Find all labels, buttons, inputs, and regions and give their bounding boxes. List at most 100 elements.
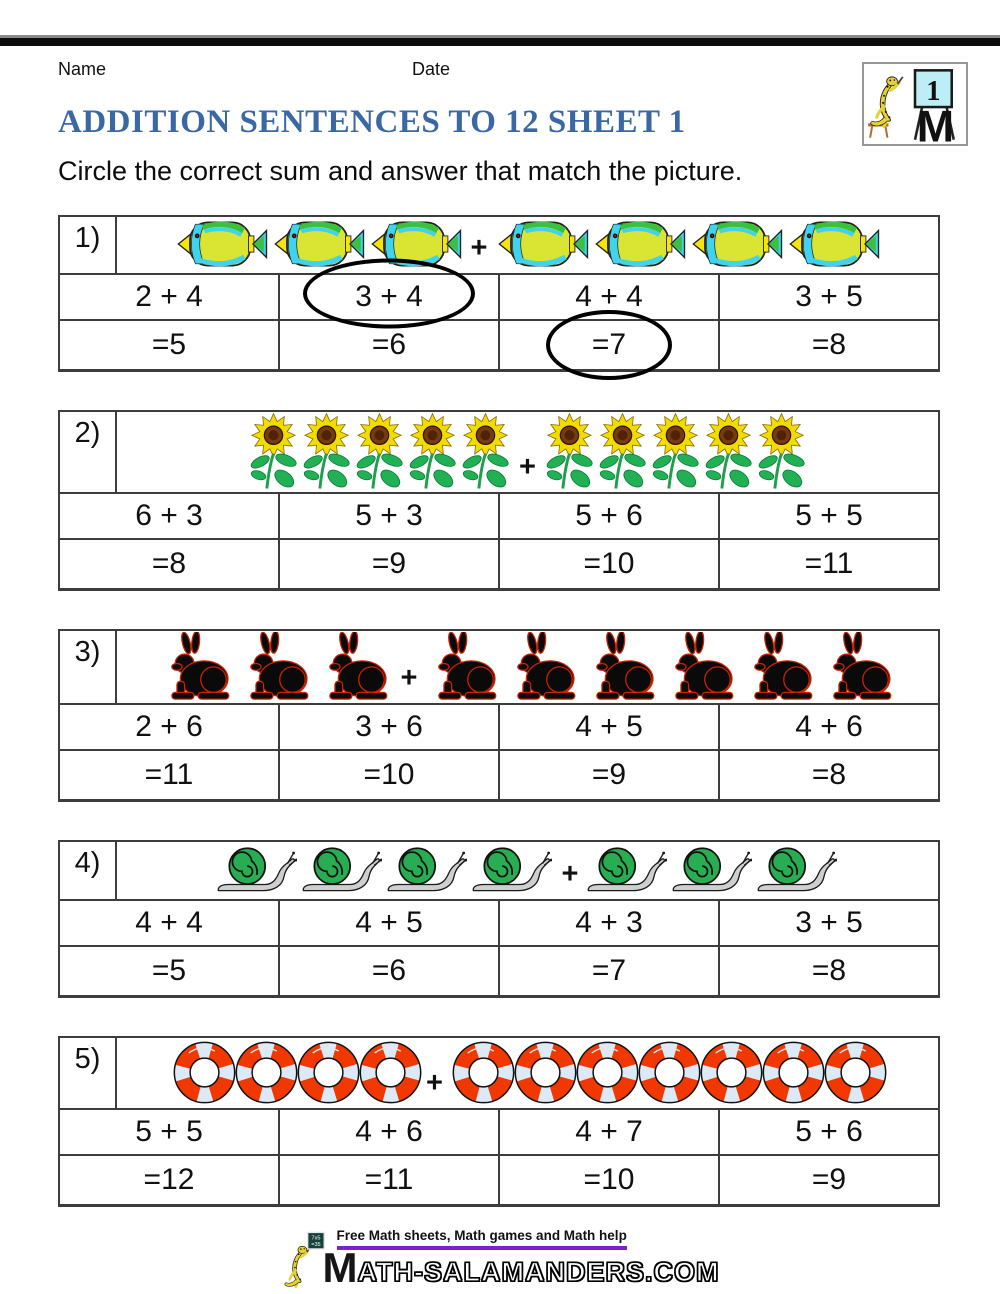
sum-text: 3 + 6 [355,710,423,743]
answer-text: =9 [371,547,407,580]
answer-text: =5 [151,954,187,987]
sum-option[interactable]: 3 + 5 [720,275,938,319]
answer-option[interactable]: =8 [720,751,938,799]
sum-text: 4 + 6 [795,710,863,743]
sum-option[interactable]: 5 + 5 [60,1110,280,1154]
sum-option[interactable]: 4 + 5 [500,705,720,749]
page-title: ADDITION SENTENCES TO 12 SHEET 1 [58,104,686,140]
sum-options-row: 2 + 4 3 + 4 4 + 4 3 + 5 [60,275,938,321]
answer-option[interactable]: =10 [500,1156,720,1204]
answer-text: =11 [144,758,194,791]
answer-option[interactable]: =7 [500,947,720,995]
plus-sign: + [426,1067,443,1099]
answer-option[interactable]: =12 [60,1156,280,1204]
answer-option[interactable]: =9 [280,540,500,588]
sum-option[interactable]: 4 + 6 [720,705,938,749]
answer-option[interactable]: =6 [280,947,500,995]
sum-text: 4 + 5 [355,906,423,939]
problem-3: 3) +2 + 6 3 + 6 4 + 5 4 + 6 =11 =10 =9 =8 [58,629,940,802]
answer-options-row: =12 =11 =10 =9 [60,1156,938,1204]
sum-text: 2 + 4 [135,280,203,313]
sum-option[interactable]: 2 + 4 [60,275,280,319]
sunflower-icon [755,412,808,491]
brand-m-letter: M [322,1244,358,1291]
answer-option[interactable]: =11 [280,1156,500,1204]
answer-option[interactable]: =9 [720,1156,938,1204]
answer-option[interactable]: =6 [280,321,500,369]
answer-text: =6 [371,954,407,987]
problem-number: 1) [60,217,117,273]
sum-option[interactable]: 2 + 6 [60,705,280,749]
sum-option[interactable]: 6 + 3 [60,494,280,538]
snail-icon [587,847,668,892]
sum-options-row: 5 + 5 4 + 6 4 + 7 5 + 6 [60,1110,938,1156]
sum-option[interactable]: 4 + 5 [280,901,500,945]
sum-option[interactable]: 5 + 5 [720,494,938,538]
answer-option[interactable]: =5 [60,321,280,369]
answer-option[interactable]: =9 [500,751,720,799]
answer-option[interactable]: =8 [720,947,938,995]
sum-text: 3 + 5 [795,280,863,313]
answer-text: =11 [364,1163,414,1196]
problems-container: 1) +2 + 4 3 + 4 4 + 4 3 + 5 =5 =6 =7 =8 2) +6 + 3 5… [58,215,940,1245]
sum-options-row: 6 + 3 5 + 3 5 + 6 5 + 5 [60,494,938,540]
answer-option[interactable]: =5 [60,947,280,995]
footer-tagline: Free Math sheets, Math games and Math he… [336,1228,627,1250]
lifering-icon [822,1040,889,1105]
sum-text: 5 + 6 [795,1115,863,1148]
lifering-icon [233,1040,300,1105]
sum-text: 6 + 3 [135,499,203,532]
answer-option[interactable]: =10 [500,540,720,588]
answer-option[interactable]: =11 [720,540,938,588]
lifering-icon [295,1040,362,1105]
sunflower-icon [406,412,459,491]
lifering-icon [171,1040,238,1105]
problem-number: 2) [60,412,117,492]
answer-option[interactable]: =11 [60,751,280,799]
rabbit-icon [328,632,387,700]
sum-text: 4 + 4 [135,906,203,939]
fish-icon [692,220,783,268]
picture-cell: + [117,631,938,703]
date-label: Date [412,59,451,79]
answer-text: =11 [804,547,854,580]
fish-icon [498,220,589,268]
sum-text: 3 + 5 [795,906,863,939]
answer-text: =10 [583,547,635,580]
snail-icon [672,847,753,892]
answer-option[interactable]: =8 [60,540,280,588]
instruction-text: Circle the correct sum and answer that m… [58,156,743,186]
badge-number: 1 [926,76,940,107]
answer-option[interactable]: =10 [280,751,500,799]
problem-number: 3) [60,631,117,703]
sum-option[interactable]: 3 + 4 [280,275,500,319]
sum-option[interactable]: 5 + 6 [720,1110,938,1154]
problem-2: 2) +6 + 3 5 + 3 5 + 6 5 + 5 =8 =9 =10 =11 [58,410,940,591]
lifering-icon [636,1040,703,1105]
sum-option[interactable]: 3 + 6 [280,705,500,749]
sum-option[interactable]: 4 + 6 [280,1110,500,1154]
sum-option[interactable]: 5 + 6 [500,494,720,538]
answer-option[interactable]: =7 [500,321,720,369]
rabbit-icon [517,632,576,700]
answer-option[interactable]: =8 [720,321,938,369]
sum-option[interactable]: 4 + 3 [500,901,720,945]
sum-option[interactable]: 4 + 4 [60,901,280,945]
sunflower-icon [649,412,702,491]
circled-sum: 3 + 4 [355,280,423,313]
problem-number: 4) [60,842,117,899]
sum-text: 5 + 6 [575,499,643,532]
sum-option[interactable]: 4 + 7 [500,1110,720,1154]
problem-5: 5) +5 + 5 4 + 6 4 + 7 5 + 6 =12 =11 =10 =9 [58,1036,940,1207]
sum-text: 4 + 4 [575,280,643,313]
answer-options-row: =5 =6 =7 =8 [60,947,938,995]
rabbit-icon [170,632,229,700]
sunflower-icon [543,412,596,491]
sum-option[interactable]: 3 + 5 [720,901,938,945]
footer: 7x5 =35 Free Math sheets, Math games and… [0,1228,1000,1290]
sum-option[interactable]: 4 + 4 [500,275,720,319]
sum-text: 4 + 7 [575,1115,643,1148]
name-label: Name [58,59,107,79]
sum-option[interactable]: 5 + 3 [280,494,500,538]
